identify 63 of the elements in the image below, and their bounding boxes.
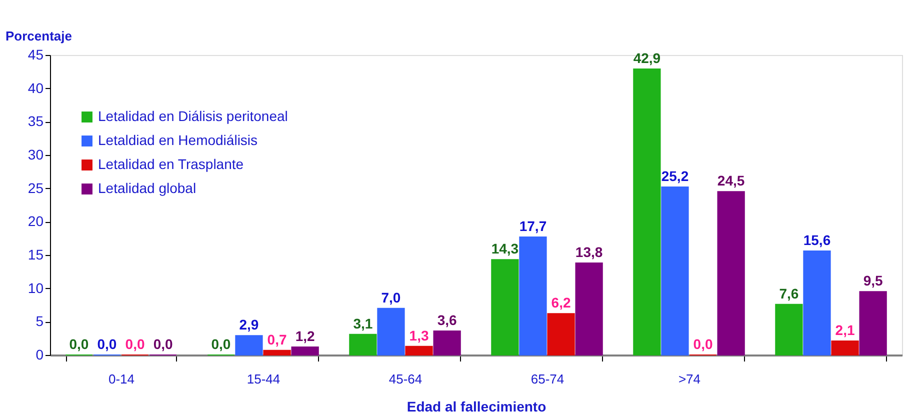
bar [235, 335, 263, 356]
data-label: 0,0 [153, 336, 173, 352]
data-label: 25,2 [661, 168, 689, 184]
bar [803, 250, 831, 356]
bar [405, 346, 433, 356]
data-label: 7,6 [779, 285, 799, 302]
data-label: 9,5 [863, 272, 883, 289]
data-label: 1,2 [295, 328, 315, 344]
bar [519, 236, 547, 356]
data-label: 7,0 [381, 289, 401, 306]
y-tick-label: 45 [28, 46, 44, 62]
bar [291, 346, 319, 356]
x-tick-label: 15-44 [246, 372, 280, 386]
data-label: 1,3 [409, 327, 429, 344]
data-label: 0,0 [97, 336, 117, 352]
data-label: 13,8 [575, 244, 603, 260]
data-label: 42,9 [633, 50, 661, 66]
data-label: 2,1 [835, 322, 855, 338]
x-axis-title: Edad al fallecimiento [406, 398, 546, 414]
bar [491, 259, 519, 356]
y-tick-label: 35 [28, 113, 44, 130]
bar [775, 304, 803, 356]
data-label: 0,7 [267, 331, 287, 348]
x-tick-label: >74 [678, 372, 701, 386]
legend-label: Letalidad global [98, 180, 196, 196]
data-label: 15,6 [803, 232, 831, 248]
y-tick-label: 0 [36, 346, 44, 362]
data-label: 2,9 [239, 316, 259, 333]
x-tick-label: 65-74 [530, 372, 564, 386]
legend-label: Letaldiad en Hemodiálisis [98, 132, 258, 148]
data-label: 0,0 [693, 336, 713, 352]
data-label: 6,2 [551, 294, 571, 311]
data-label: 24,5 [717, 172, 745, 189]
bar [633, 68, 661, 356]
bar [831, 340, 859, 356]
y-tick-label: 10 [28, 280, 44, 296]
bar [547, 313, 575, 356]
bar [717, 191, 745, 356]
data-label: 0,0 [69, 336, 89, 352]
legend-label: Letalidad en Trasplante [98, 156, 244, 172]
legend-label: Letalidad en Diálisis peritoneal [98, 108, 288, 124]
y-tick-label: 25 [28, 180, 44, 196]
y-axis-title: Porcentaje [6, 28, 72, 44]
y-tick-label: 5 [36, 313, 44, 330]
data-label: 14,3 [491, 240, 519, 257]
y-tick-label: 15 [28, 246, 44, 262]
data-label: 3,1 [353, 315, 373, 332]
bar [263, 350, 291, 356]
y-tick-label: 30 [28, 146, 44, 162]
y-tick-label: 40 [28, 80, 44, 96]
bar [349, 334, 377, 356]
bar [859, 291, 887, 356]
bar [575, 262, 603, 356]
bar [433, 330, 461, 356]
y-tick-label: 20 [28, 213, 44, 230]
data-label: 0,0 [125, 336, 145, 352]
x-tick-label: 45-64 [388, 372, 422, 386]
data-label: 3,6 [437, 312, 457, 328]
bar [377, 308, 405, 356]
data-label: 0,0 [211, 336, 231, 352]
data-label: 17,7 [519, 218, 547, 234]
bar [661, 186, 689, 356]
x-tick-label: 0-14 [108, 372, 135, 386]
